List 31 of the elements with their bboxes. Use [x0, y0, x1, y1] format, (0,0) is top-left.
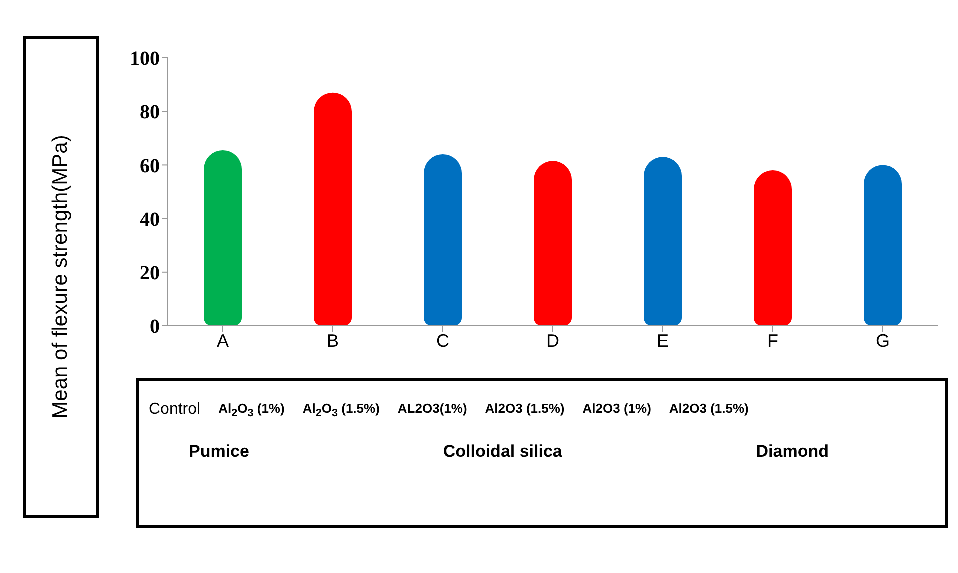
- x-tick-label: G: [876, 330, 890, 351]
- text: Al2O3 (1.5%): [485, 401, 565, 416]
- bar: [534, 161, 572, 326]
- y-tick-label: 80: [140, 102, 160, 124]
- text: Colloidal silica: [443, 442, 562, 461]
- y-tick-label: 40: [140, 208, 160, 231]
- x-tick-label: D: [546, 330, 560, 351]
- y-tick-label: 20: [140, 262, 160, 284]
- x-tick-label: A: [216, 330, 230, 351]
- bar: [424, 154, 462, 326]
- text: Al$_{2}$O$_{3}$ (1%): [218, 401, 285, 420]
- text: Al2O3 (1.5%): [669, 401, 749, 416]
- text: Al$_{2}$O$_{3}$ (1.5%): [302, 401, 380, 420]
- bar: [644, 157, 682, 326]
- text: AL2O3(1%): [398, 401, 468, 416]
- text: Control: [149, 401, 201, 418]
- y-tick-label: 0: [150, 316, 160, 338]
- x-tick-label: F: [768, 330, 778, 351]
- y-tick-label: 60: [140, 155, 160, 178]
- bar: [864, 165, 902, 326]
- bar: [314, 92, 352, 326]
- x-tick-label: C: [436, 330, 450, 351]
- text: Pumice: [189, 442, 250, 461]
- x-tick-label: E: [656, 330, 670, 351]
- y-axis-title: Mean of flexure strength(MPa): [49, 135, 73, 419]
- bar: [204, 150, 242, 326]
- text: Al2O3 (1%): [582, 401, 652, 416]
- y-tick-label: 100: [130, 48, 160, 70]
- x-tick-label: B: [326, 330, 340, 351]
- text: Diamond: [756, 442, 829, 461]
- bar: [754, 170, 792, 326]
